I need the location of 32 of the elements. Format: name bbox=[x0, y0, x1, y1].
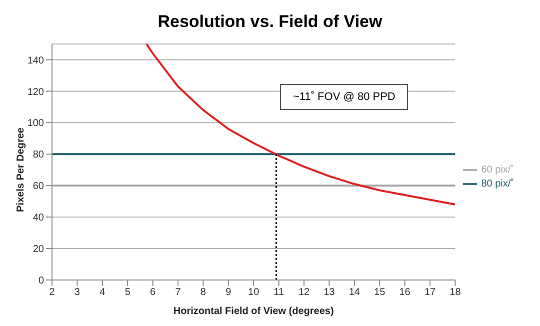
annotation: ~11˚ FOV @ 80 PPD bbox=[280, 84, 408, 110]
x-tick-label: 17 bbox=[424, 287, 436, 298]
x-tick-label: 18 bbox=[450, 287, 462, 298]
x-tick-label: 7 bbox=[175, 287, 182, 298]
y-tick-label: 40 bbox=[32, 212, 44, 224]
y-tick-label: 60 bbox=[32, 181, 44, 192]
legend-label: 80 pix/˚ bbox=[481, 178, 514, 190]
x-tick-label: 5 bbox=[124, 287, 131, 298]
y-axis-title: Pixels Per Degree bbox=[16, 127, 27, 212]
x-tick-label: 11 bbox=[274, 287, 284, 298]
x-tick-label: 15 bbox=[374, 287, 386, 298]
y-tick-label: 0 bbox=[38, 276, 44, 287]
y-tick-label: 120 bbox=[27, 86, 44, 98]
x-tick-label: 16 bbox=[399, 287, 411, 298]
x-tick-label: 3 bbox=[74, 287, 80, 298]
x-tick-label: 10 bbox=[248, 287, 260, 298]
x-tick-label: 13 bbox=[324, 287, 336, 298]
x-axis-title: Horizontal Field of View (degrees) bbox=[173, 306, 334, 317]
chart-title: Resolution vs. Field of View bbox=[156, 11, 384, 33]
x-tick-label: 8 bbox=[200, 287, 206, 298]
x-tick-label: 2 bbox=[49, 287, 56, 298]
y-tick-label: 20 bbox=[32, 244, 44, 256]
y-tick-label: 80 bbox=[32, 150, 44, 161]
x-tick-label: 6 bbox=[150, 287, 156, 298]
x-tick-label: 14 bbox=[348, 287, 360, 298]
legend-label: 60 pix/˚ bbox=[481, 164, 514, 176]
y-tick-label: 100 bbox=[27, 118, 44, 130]
line-series bbox=[146, 44, 456, 206]
x-tick-label: 4 bbox=[100, 287, 106, 298]
x-tick-label: 9 bbox=[226, 287, 232, 298]
x-tick-label: 12 bbox=[298, 287, 310, 298]
y-tick-label: 140 bbox=[27, 55, 44, 66]
